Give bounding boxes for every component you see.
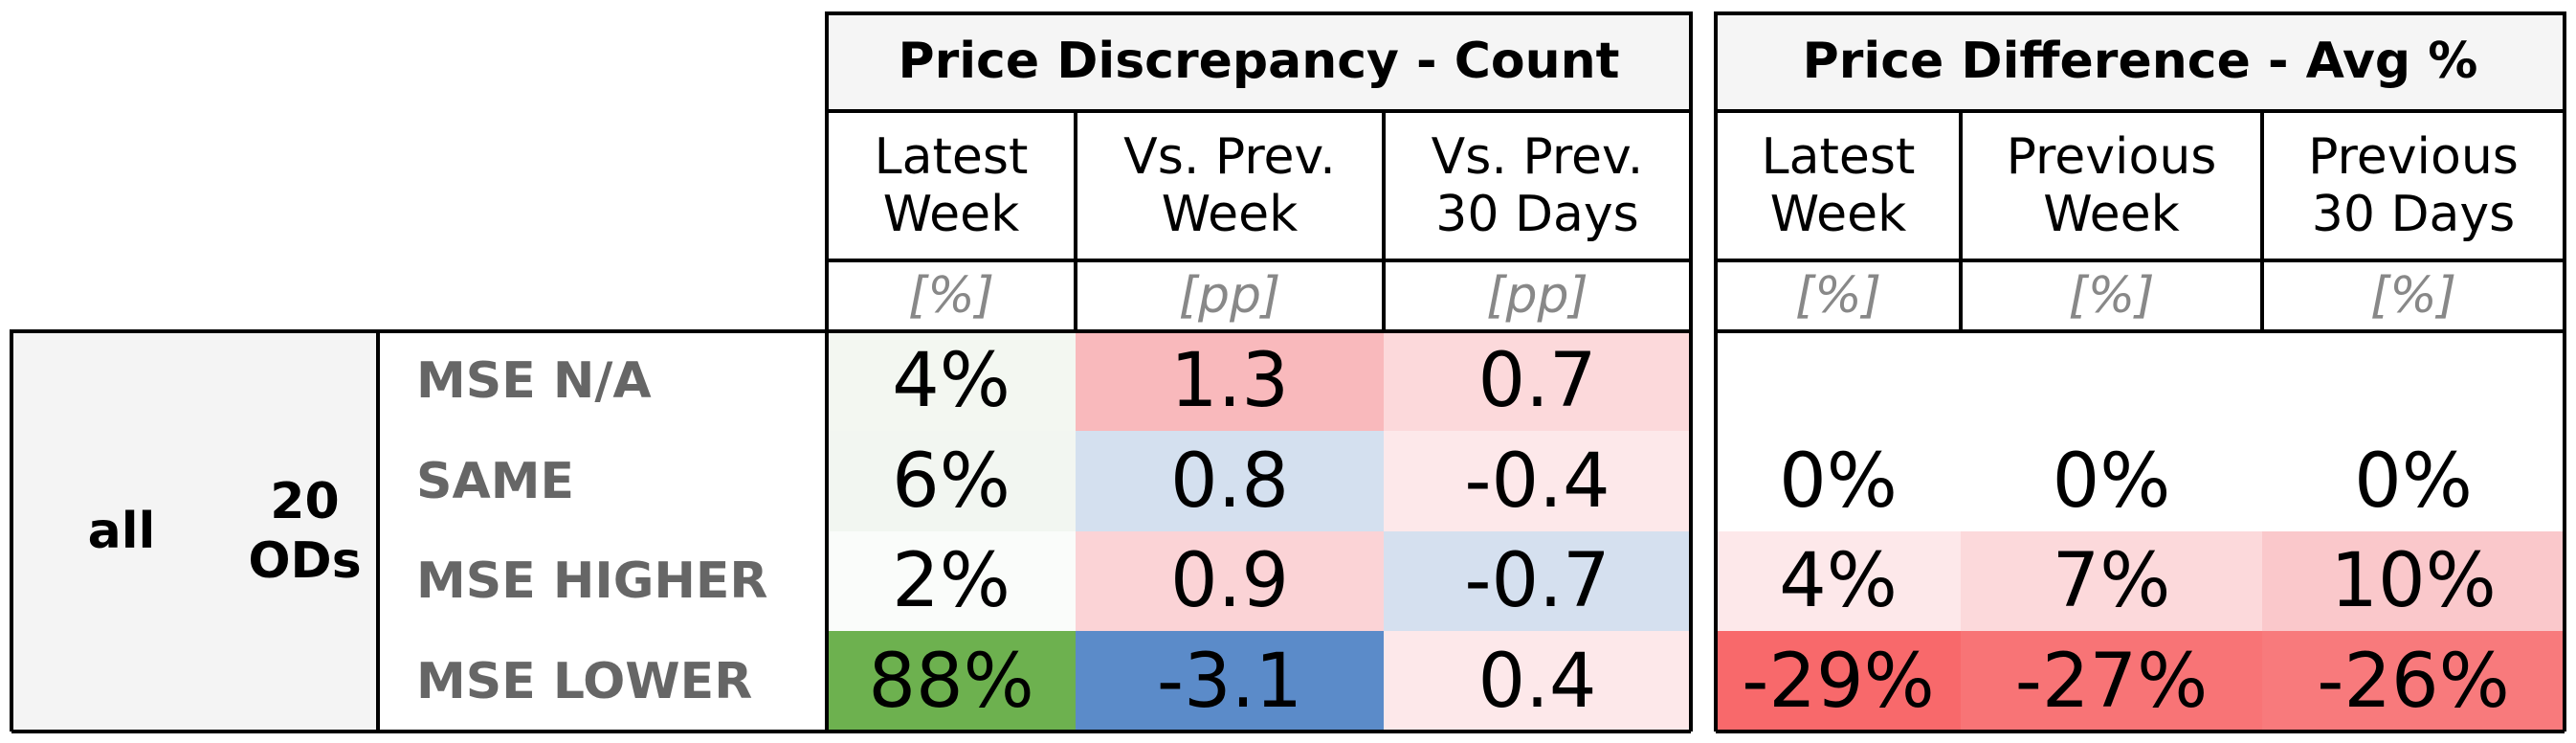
value-cell: 0.8 [1076,431,1384,531]
border [1716,11,2565,15]
column-header: Latest Week [874,128,1029,243]
value-cell: -26% [2262,631,2565,732]
value-cell: 6% [827,431,1076,531]
value-cell: 0.4 [1384,631,1691,732]
label-block [378,331,827,732]
border [827,109,1691,113]
group-title: Price Discrepancy - Count [827,11,1691,111]
row-label: MSE HIGHER [416,552,768,610]
border [1382,111,1386,331]
border [827,329,1691,333]
border [827,730,1691,733]
value-cell [2262,331,2565,431]
value-cell: 1.3 [1076,331,1384,431]
column-header: Latest Week [1761,128,1916,243]
value-cell: 0.7 [1384,331,1691,431]
border [1959,111,1963,331]
border [2563,11,2566,732]
border [827,259,1691,262]
border [2260,111,2264,331]
border [1074,111,1077,331]
border [1716,329,2565,333]
border [10,329,13,732]
value-cell: 0.9 [1076,531,1384,631]
border [376,331,380,732]
column-unit: [%] [1795,267,1881,325]
value-cell: -27% [1961,631,2262,732]
border [1714,11,1718,732]
column-unit: [%] [908,267,994,325]
border [1716,730,2565,733]
column-unit: [%] [2068,267,2155,325]
value-cell: 7% [1961,531,2262,631]
value-cell: 2% [827,531,1076,631]
value-cell: -0.7 [1384,531,1691,631]
value-cell [1961,331,2262,431]
border [825,11,829,732]
value-cell: 10% [2262,531,2565,631]
column-header: Vs. Prev. Week [1123,128,1336,243]
border [1716,259,2565,262]
border [1689,11,1693,732]
column-unit: [pp] [1486,267,1588,325]
value-cell: 0% [1961,431,2262,531]
value-cell: 4% [827,331,1076,431]
value-cell: 4% [1716,531,1961,631]
border [11,329,827,333]
column-header: Previous Week [2006,128,2217,243]
border [1716,109,2565,113]
value-cell: 0% [2262,431,2565,531]
value-cell: 88% [827,631,1076,732]
group-title: Price Difference - Avg % [1716,11,2565,111]
row-label: MSE N/A [416,352,652,410]
column-unit: [%] [2370,267,2456,325]
column-header: Previous 30 Days [2308,128,2519,243]
value-cell: -0.4 [1384,431,1691,531]
border [827,11,1691,15]
row-label: MSE LOWER [416,652,753,710]
value-cell: -29% [1716,631,1961,732]
value-cell: -3.1 [1076,631,1384,732]
row-label: SAME [416,452,574,510]
border [11,730,827,733]
value-cell [1716,331,1961,431]
column-unit: [pp] [1178,267,1281,325]
column-header: Vs. Prev. 30 Days [1431,128,1644,243]
value-cell: 0% [1716,431,1961,531]
segment-level2: 20 ODs [248,473,362,590]
segment-level1: all [87,503,156,560]
